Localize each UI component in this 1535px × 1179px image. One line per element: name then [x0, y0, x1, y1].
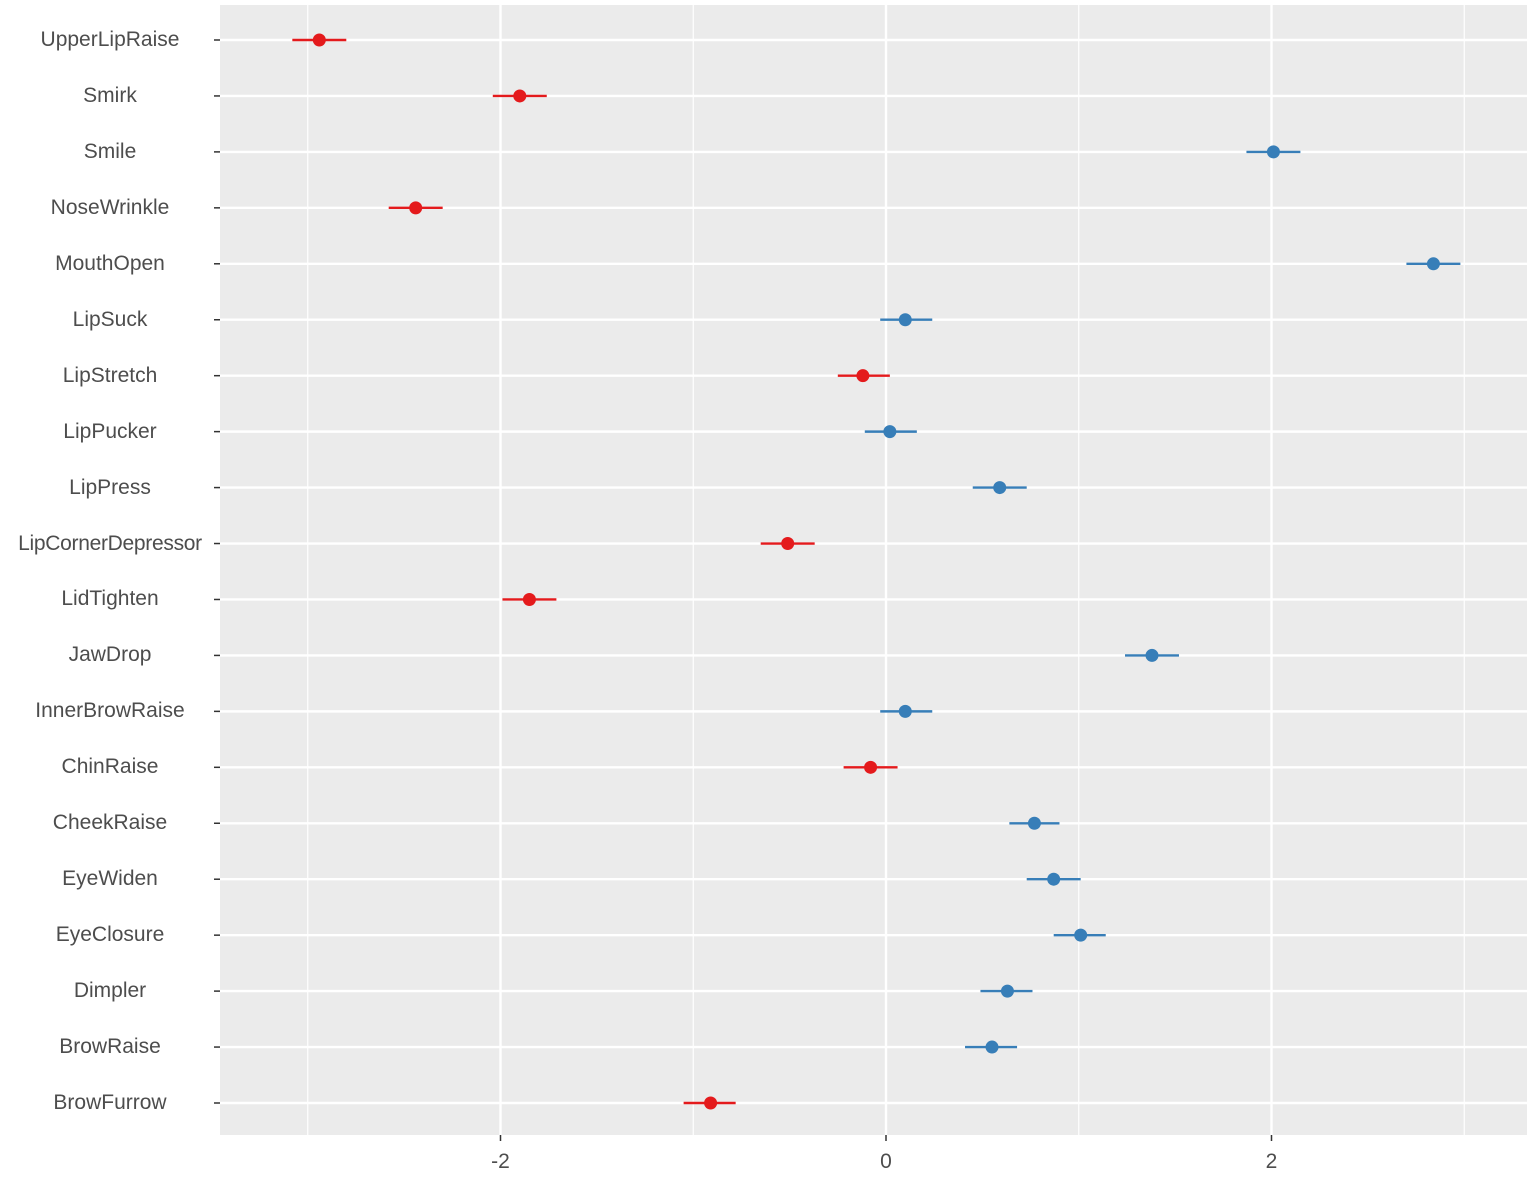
- y-axis-label: Smile: [83, 139, 137, 163]
- point-marker: [513, 89, 527, 103]
- y-axis-label: CheekRaise: [52, 811, 168, 835]
- point-marker: [993, 481, 1007, 495]
- x-axis-label: 0: [880, 1150, 892, 1173]
- point-range: [980, 984, 1033, 998]
- plot-panel: [220, 5, 1527, 1135]
- x-axis-ticks: [499, 1135, 1273, 1141]
- point-range: [1053, 928, 1106, 942]
- y-axis-label: JawDrop: [68, 643, 152, 667]
- point-range: [1125, 648, 1179, 662]
- point-marker: [409, 201, 423, 215]
- y-axis-label: LipCornerDepressor: [18, 531, 202, 555]
- point-marker: [864, 760, 878, 774]
- point-range: [864, 425, 917, 439]
- point-range: [388, 201, 443, 215]
- point-marker: [1074, 928, 1088, 942]
- data-points: [292, 33, 1461, 1110]
- point-range: [880, 704, 933, 718]
- y-axis-ticks: [214, 39, 220, 1104]
- y-axis-label: UpperLipRaise: [40, 28, 180, 51]
- y-axis-label: LipPucker: [63, 419, 157, 443]
- point-marker: [1145, 648, 1159, 662]
- y-axis-label: Dimpler: [73, 979, 147, 1003]
- y-axis-label: ChinRaise: [61, 755, 159, 779]
- point-range: [843, 760, 898, 774]
- point-range: [837, 369, 890, 383]
- point-marker: [1426, 257, 1440, 271]
- point-marker: [898, 704, 912, 718]
- point-range: [965, 1040, 1018, 1054]
- point-marker: [1000, 984, 1014, 998]
- point-marker: [985, 1040, 999, 1054]
- point-range: [972, 481, 1027, 495]
- point-range: [292, 33, 347, 47]
- point-marker: [312, 33, 326, 47]
- point-range: [502, 592, 557, 606]
- y-axis-label: BrowRaise: [59, 1035, 161, 1059]
- y-axis-label: Smirk: [83, 83, 137, 107]
- minor-gridlines: [307, 5, 1465, 1135]
- y-axis-label: BrowFurrow: [53, 1091, 167, 1114]
- y-axis-label: MouthOpen: [55, 251, 165, 275]
- point-range: [492, 89, 547, 103]
- point-marker: [781, 537, 795, 551]
- point-range: [880, 313, 933, 327]
- y-axis-label: EyeClosure: [55, 923, 165, 947]
- point-marker: [1266, 145, 1280, 159]
- point-marker: [898, 313, 912, 327]
- y-axis-label: LidTighten: [61, 587, 159, 611]
- y-axis-label: LipStretch: [62, 363, 158, 387]
- point-marker: [1027, 816, 1041, 830]
- point-range: [1246, 145, 1301, 159]
- x-axis-label: -2: [491, 1150, 510, 1173]
- point-range: [1026, 872, 1081, 886]
- point-marker: [522, 592, 536, 606]
- point-marker: [704, 1096, 718, 1110]
- point-marker: [1047, 872, 1061, 886]
- point-range: [1406, 257, 1461, 271]
- point-range: [760, 537, 815, 551]
- point-range: [683, 1096, 736, 1110]
- y-axis-label: EyeWiden: [62, 867, 158, 891]
- point-marker: [883, 425, 897, 439]
- y-axis-label: NoseWrinkle: [50, 195, 170, 219]
- y-axis-label: LipPress: [69, 475, 151, 499]
- y-axis-label: InnerBrowRaise: [35, 699, 185, 723]
- point-marker: [856, 369, 870, 383]
- x-axis-label: 2: [1265, 1150, 1278, 1173]
- point-range: [1009, 816, 1060, 830]
- y-axis-label: LipSuck: [72, 307, 148, 331]
